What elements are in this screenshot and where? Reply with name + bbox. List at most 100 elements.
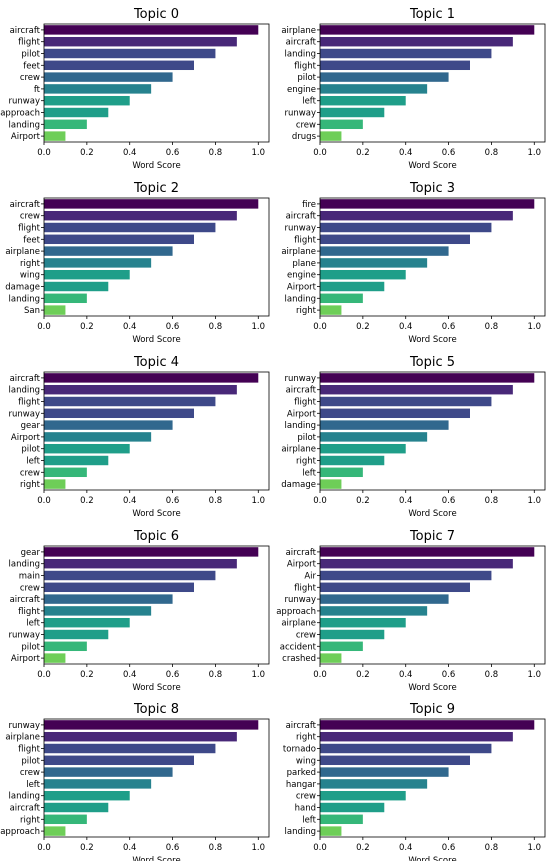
category-label: aircraft	[286, 38, 317, 48]
category-label: aircraft	[286, 386, 317, 396]
category-label: runway	[285, 595, 316, 605]
category-label: pilot	[21, 642, 40, 652]
category-label: landing	[285, 827, 317, 837]
x-tick-label: 0.0	[313, 148, 327, 158]
category-label: Airport	[287, 409, 317, 419]
category-label: drugs	[292, 132, 317, 142]
bar-airplane	[320, 25, 535, 35]
category-label: crew	[296, 120, 316, 130]
bar-pilot	[44, 48, 216, 59]
bar-aircraft	[44, 25, 259, 35]
bar-accident	[320, 641, 363, 652]
subplot-title: Topic 2	[133, 181, 179, 196]
x-tick-label: 0.8	[209, 322, 223, 332]
x-axis-label: Word Score	[408, 335, 456, 345]
x-axis-label: Word Score	[132, 161, 180, 171]
bar-approach	[44, 107, 109, 118]
bar-fire	[320, 199, 535, 209]
x-axis-label: Word Score	[408, 509, 456, 519]
bar-flight	[44, 36, 237, 47]
x-tick-label: 0.0	[37, 496, 51, 506]
bar-flight	[320, 60, 470, 71]
x-tick-label: 0.2	[80, 843, 94, 853]
category-label: feet	[23, 61, 40, 71]
bar-right	[320, 731, 513, 742]
x-tick-label: 1.0	[252, 322, 266, 332]
category-label: airplane	[281, 26, 316, 36]
category-label: gear	[21, 421, 41, 431]
category-label: approach	[276, 607, 316, 617]
bar-pilot	[44, 443, 130, 454]
bar-Air	[320, 570, 492, 581]
bar-flight	[320, 234, 470, 245]
subplot-title: Topic 0	[133, 7, 179, 22]
bar-aircraft	[320, 210, 513, 221]
category-label: ft	[34, 85, 41, 95]
x-tick-label: 0.6	[166, 670, 180, 680]
category-label: pilot	[297, 433, 316, 443]
bar-airplane	[44, 731, 237, 742]
x-tick-label: 0.8	[485, 670, 499, 680]
bar-crew	[44, 582, 194, 593]
axes-frame	[43, 718, 270, 838]
category-label: runway	[9, 721, 40, 731]
axes-frame	[319, 197, 546, 317]
category-label: main	[19, 572, 40, 582]
category-label: airplane	[281, 619, 316, 629]
bar-landing	[320, 826, 342, 836]
axes-frame	[43, 371, 270, 491]
category-label: approach	[0, 109, 40, 119]
category-label: landing	[9, 386, 41, 396]
category-label: airplane	[281, 445, 316, 455]
category-label: aircraft	[10, 26, 41, 36]
category-label: right	[20, 259, 41, 269]
x-tick-label: 0.2	[356, 843, 370, 853]
subplot-title: Topic 3	[409, 181, 455, 196]
bar-Airport	[320, 558, 513, 569]
category-label: aircraft	[286, 212, 317, 222]
x-tick-label: 0.0	[313, 496, 327, 506]
bar-crew	[44, 72, 173, 82]
x-tick-label: 0.8	[209, 496, 223, 506]
category-label: hangar	[286, 780, 317, 790]
category-label: aircraft	[10, 595, 41, 605]
bar-aircraft	[320, 547, 535, 557]
bar-right	[44, 479, 66, 489]
bar-aircraft	[44, 199, 259, 209]
bar-aircraft	[320, 36, 513, 47]
bar-drugs	[320, 131, 342, 141]
x-tick-label: 0.8	[209, 670, 223, 680]
bar-left	[44, 455, 109, 466]
subplot-title: Topic 7	[409, 529, 455, 544]
x-tick-label: 0.2	[80, 496, 94, 506]
bar-left	[44, 617, 130, 628]
category-label: runway	[9, 409, 40, 419]
category-label: plane	[292, 259, 316, 269]
bar-crew	[320, 790, 406, 801]
category-label: pilot	[297, 73, 316, 83]
bar-flight	[44, 606, 152, 616]
x-tick-label: 1.0	[528, 148, 542, 158]
category-label: flight	[18, 607, 40, 617]
axes-frame	[319, 545, 546, 665]
x-tick-label: 0.2	[356, 670, 370, 680]
x-tick-label: 0.4	[123, 322, 137, 332]
x-axis-label: Word Score	[132, 683, 180, 693]
category-label: airplane	[5, 733, 40, 743]
category-label: crew	[20, 212, 40, 222]
x-tick-label: 1.0	[252, 496, 266, 506]
x-tick-label: 0.6	[166, 322, 180, 332]
x-tick-label: 0.6	[442, 148, 456, 158]
x-axis-label: Word Score	[408, 161, 456, 171]
bar-landing	[44, 119, 87, 130]
bar-landing	[44, 293, 87, 304]
x-tick-label: 0.2	[80, 670, 94, 680]
subplot-title: Topic 8	[133, 702, 179, 717]
bar-left	[320, 467, 363, 478]
